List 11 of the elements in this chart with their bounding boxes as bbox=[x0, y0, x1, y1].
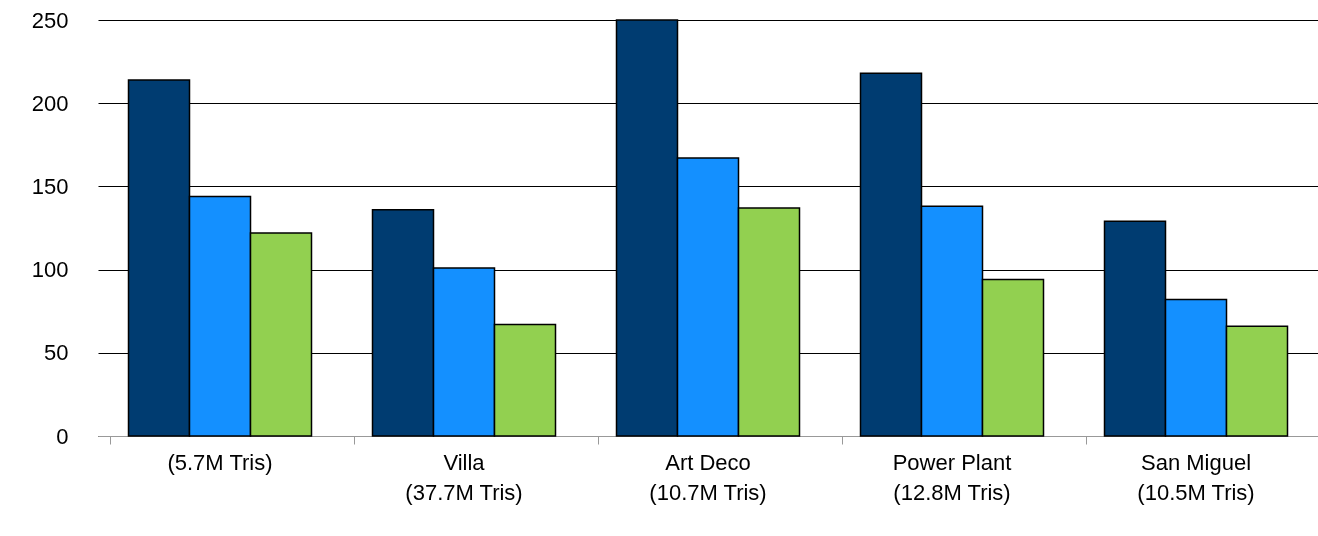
x-tick-label: (5.7M Tris) bbox=[167, 449, 273, 475]
x-tick-label: Power Plant (12.8M Tris) bbox=[892, 449, 1012, 505]
x-tick-label: San Miguel (10.5M Tris) bbox=[1137, 449, 1255, 505]
y-tick-label: 100 bbox=[31, 257, 69, 283]
y-tick-label: 0 bbox=[56, 423, 69, 449]
y-tick-label: 150 bbox=[31, 173, 69, 199]
y-tick-label: 250 bbox=[31, 7, 69, 33]
x-tick-label: Art Deco (10.7M Tris) bbox=[649, 449, 767, 505]
y-tick-label: 50 bbox=[44, 340, 69, 366]
x-tick-label: Villa (37.7M Tris) bbox=[405, 449, 523, 505]
y-tick-label: 200 bbox=[31, 90, 69, 116]
